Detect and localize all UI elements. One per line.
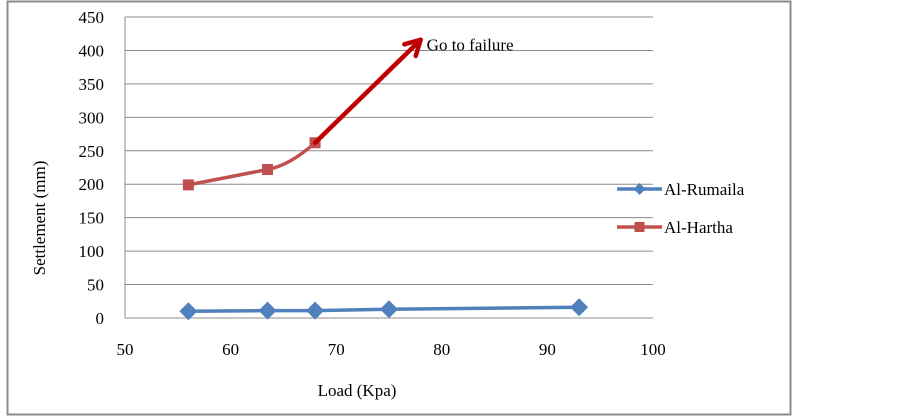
data-point (262, 164, 274, 176)
y-tick-label: 0 (96, 309, 105, 328)
legend-marker (633, 183, 646, 195)
x-tick-label: 100 (640, 340, 666, 359)
y-tick-labels: 0 50 100 150 200 250 300 350 400 450 (79, 8, 105, 328)
legend-label: Al-Hartha (664, 218, 733, 237)
y-tick-label: 400 (79, 41, 105, 60)
y-axis-title: Settlement (mm) (30, 161, 49, 276)
failure-annotation: Go to failure (312, 36, 514, 146)
x-tick-label: 70 (328, 340, 345, 359)
series-al-rumaila (179, 298, 589, 321)
x-axis-title: Load (Kpa) (318, 381, 397, 400)
annotation-text: Go to failure (427, 36, 514, 55)
x-tick-label: 50 (117, 340, 134, 359)
x-tick-label: 60 (222, 340, 239, 359)
x-tick-labels: 50 60 70 80 90 100 (117, 340, 666, 359)
y-tick-label: 450 (79, 8, 105, 27)
y-tick-label: 200 (79, 175, 105, 194)
y-tick-label: 150 (79, 209, 105, 228)
legend-item-al-hartha: Al-Hartha (617, 218, 733, 237)
y-tick-label: 50 (87, 276, 104, 295)
y-tick-label: 250 (79, 142, 105, 161)
legend-item-al-rumaila: Al-Rumaila (617, 180, 745, 199)
series-group (179, 137, 589, 321)
data-point (306, 301, 325, 320)
y-tick-label: 300 (79, 108, 105, 127)
data-point (380, 300, 398, 319)
failure-arrow-head (402, 37, 423, 59)
data-point (570, 298, 589, 317)
data-point (258, 301, 277, 320)
data-point (179, 302, 198, 321)
y-tick-label: 100 (79, 242, 105, 261)
chart-border (6, 0, 792, 416)
data-point (182, 179, 194, 191)
failure-arrow (312, 37, 423, 146)
gridlines (125, 16, 653, 286)
x-tick-label: 90 (539, 340, 556, 359)
legend-marker (634, 222, 645, 232)
legend: Al-Rumaila Al-Hartha (617, 180, 745, 237)
x-tick-label: 80 (433, 340, 450, 359)
y-tick-label: 350 (79, 75, 105, 94)
legend-label: Al-Rumaila (664, 180, 745, 199)
